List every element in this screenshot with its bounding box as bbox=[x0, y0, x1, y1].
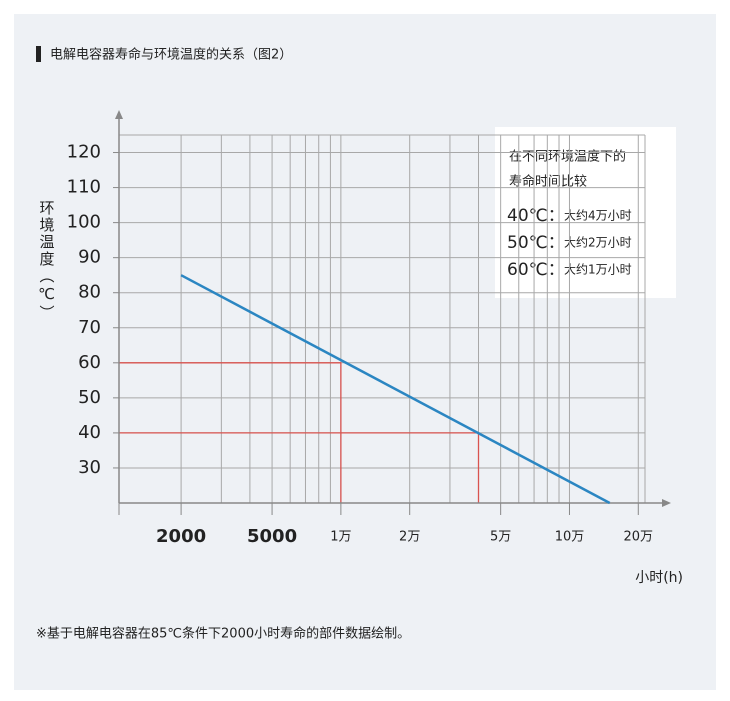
note-temp: 50℃： bbox=[507, 233, 565, 253]
note-life: 大约4万小时 bbox=[564, 208, 632, 223]
x-tick-label: 1万 bbox=[330, 530, 351, 545]
y-tick-label: 50 bbox=[78, 387, 101, 408]
y-tick-label: 40 bbox=[78, 422, 101, 443]
note-temp: 40℃： bbox=[507, 206, 565, 226]
y-tick-label: 70 bbox=[78, 317, 101, 338]
x-tick-label: 2000 bbox=[156, 526, 206, 547]
y-tick-label: 90 bbox=[78, 247, 101, 268]
reference-line bbox=[119, 362, 342, 503]
x-axis-label: 小时(h) bbox=[635, 570, 683, 586]
note-temp: 60℃： bbox=[507, 260, 565, 280]
note-life: 大约2万小时 bbox=[564, 235, 632, 250]
title-marker bbox=[36, 46, 41, 62]
x-tick-label: 20万 bbox=[624, 530, 654, 545]
note-life: 大约1万小时 bbox=[564, 262, 632, 277]
y-tick-label: 100 bbox=[67, 212, 101, 233]
y-axis-label: 环境温度（℃） bbox=[38, 200, 56, 322]
x-tick-label: 5000 bbox=[247, 526, 297, 547]
note-text: 在不同环境温度下的 bbox=[509, 149, 626, 165]
y-tick-label: 110 bbox=[67, 177, 101, 198]
y-tick-label: 60 bbox=[78, 352, 101, 373]
note-text: 寿命时间比较 bbox=[509, 174, 587, 190]
x-tick-label: 5万 bbox=[490, 530, 511, 545]
x-tick-label: 10万 bbox=[555, 530, 585, 545]
y-tick-label: 120 bbox=[67, 142, 101, 163]
series-line bbox=[180, 274, 611, 505]
y-tick-label: 80 bbox=[78, 282, 101, 303]
panel bbox=[14, 14, 716, 690]
footnote: ※基于电解电容器在85℃条件下2000小时寿命的部件数据绘制。 bbox=[36, 626, 410, 642]
x-tick-label: 2万 bbox=[399, 530, 420, 545]
y-tick-label: 30 bbox=[78, 457, 101, 478]
chart-title: 电解电容器寿命与环境温度的关系（图2） bbox=[50, 47, 292, 63]
note-box bbox=[495, 127, 676, 298]
